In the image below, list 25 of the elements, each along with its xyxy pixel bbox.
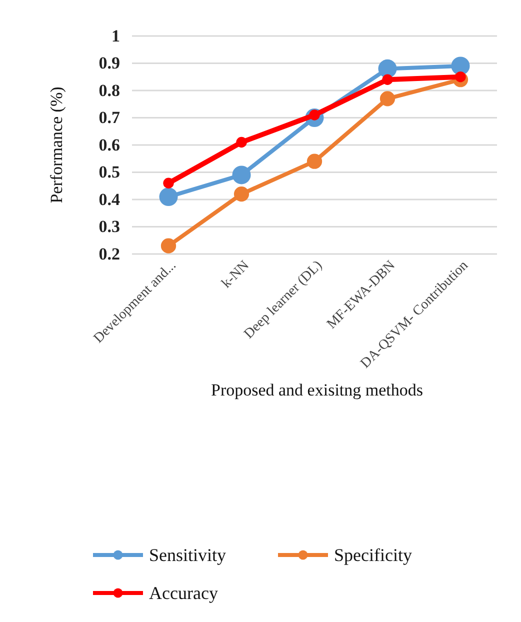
legend-label: Specificity	[334, 545, 412, 565]
point	[380, 91, 396, 106]
y-tick-label: 0.7	[98, 108, 120, 128]
point	[382, 74, 393, 85]
point	[160, 238, 176, 254]
point	[306, 154, 322, 169]
y-tick-label: 0.3	[98, 217, 120, 236]
legend-label: Sensitivity	[149, 545, 226, 565]
legend-label: Accuracy	[149, 583, 218, 603]
point	[234, 186, 250, 202]
y-tick-label: 0.6	[98, 135, 120, 154]
y-tick-label: 0.8	[98, 80, 120, 100]
point	[163, 178, 174, 188]
point	[378, 59, 397, 78]
point	[232, 166, 251, 184]
y-tick-label: 0.5	[98, 162, 120, 182]
y-tick-label: 0.2	[98, 244, 120, 264]
point	[159, 188, 178, 206]
point	[236, 136, 247, 148]
y-tick-label: 1	[112, 26, 120, 46]
y-tick-label: 0.4	[98, 190, 120, 209]
point	[451, 56, 470, 76]
y-axis-title: Performance (%)	[47, 86, 66, 204]
y-tick-label: 0.9	[98, 54, 120, 73]
x-axis-title: Proposed and exisitng methods	[210, 380, 424, 400]
